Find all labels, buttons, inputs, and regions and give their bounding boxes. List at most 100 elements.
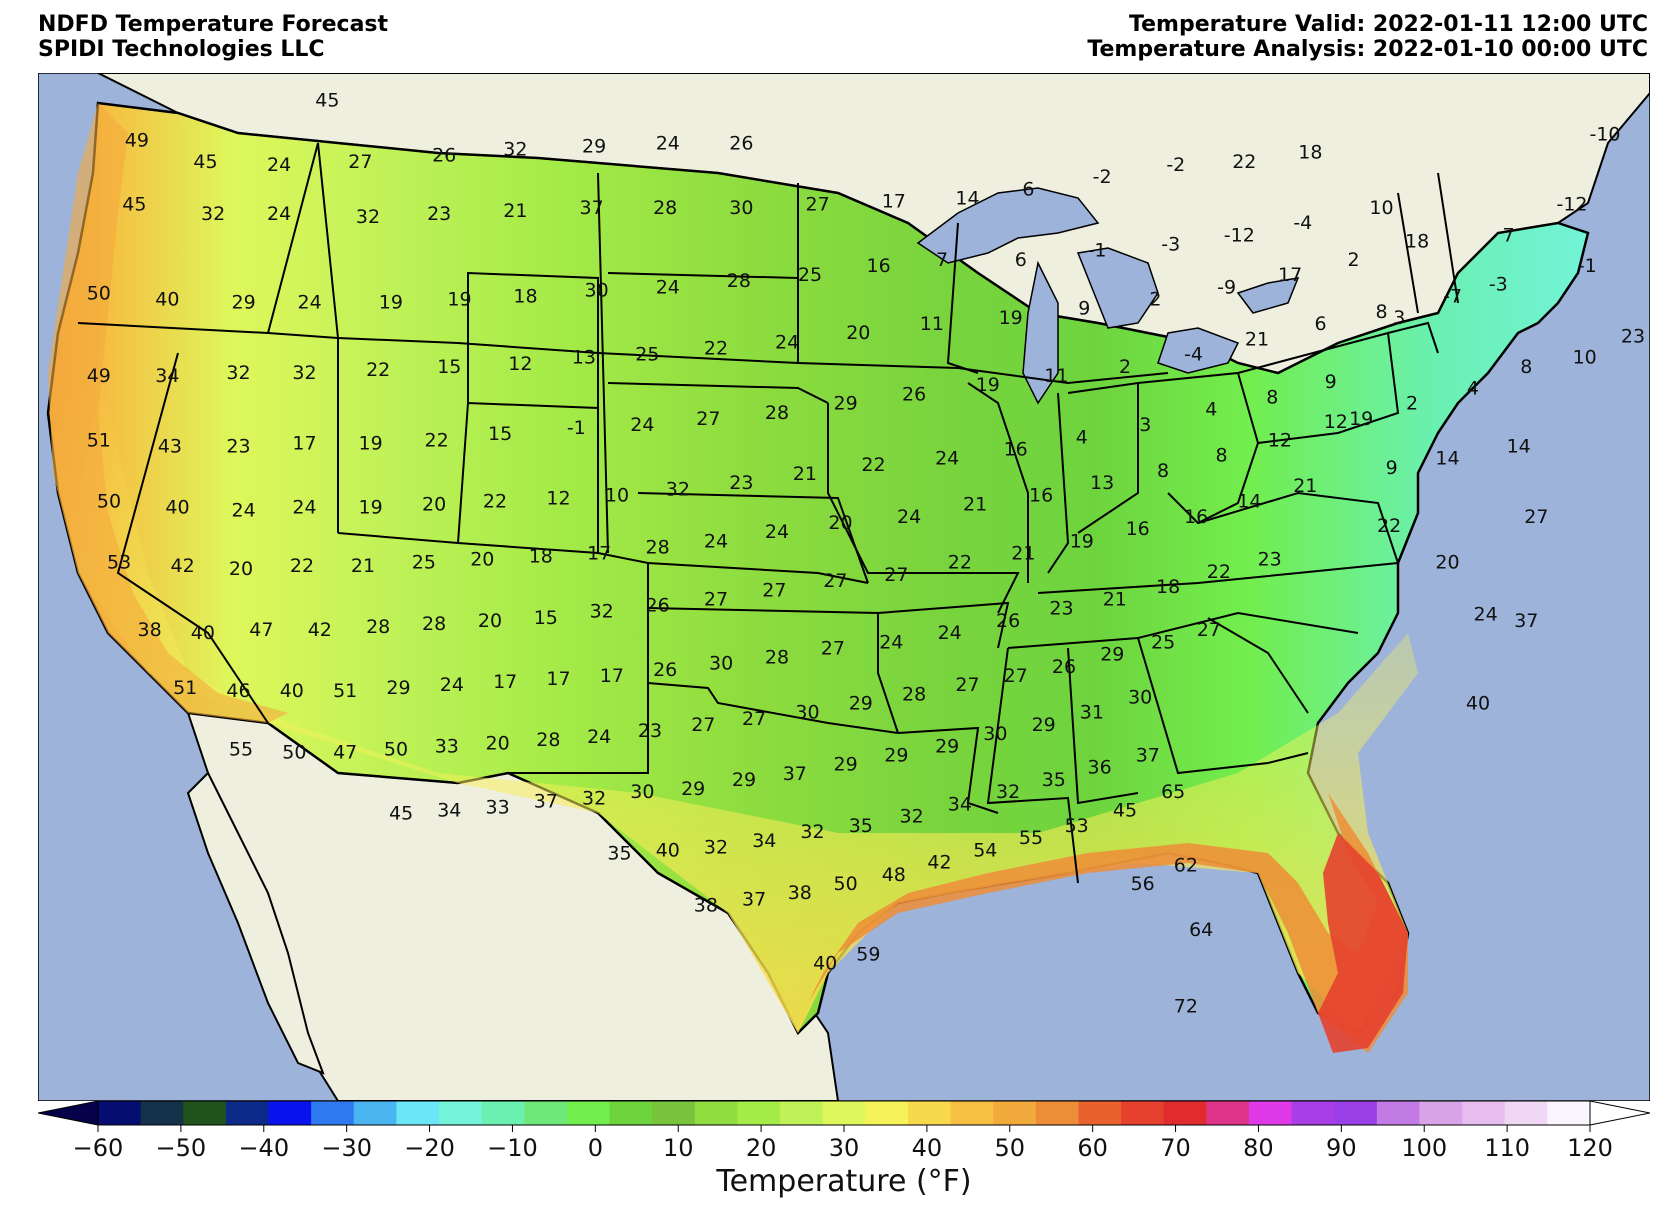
temp-label: 26 bbox=[432, 145, 456, 167]
temp-label: 30 bbox=[729, 197, 753, 219]
state-line bbox=[1437, 172, 1459, 304]
colorbar-tick-label: −10 bbox=[487, 1134, 538, 1162]
temp-label: 32 bbox=[201, 203, 225, 225]
colorbar-tick-label: 80 bbox=[1243, 1134, 1274, 1162]
temp-label: 8 bbox=[1266, 387, 1278, 409]
temp-label: 49 bbox=[125, 129, 149, 151]
temp-label: 9 bbox=[1078, 298, 1090, 320]
temp-label: -1 bbox=[1088, 240, 1107, 262]
temp-label: 26 bbox=[729, 133, 753, 155]
great-lakes bbox=[916, 187, 1300, 405]
temp-label: 24 bbox=[775, 331, 799, 353]
temp-label: 18 bbox=[1405, 230, 1429, 252]
temp-label: 51 bbox=[87, 429, 111, 451]
temp-label: 14 bbox=[1507, 435, 1531, 457]
temp-label: 17 bbox=[587, 543, 611, 565]
temp-label: 22 bbox=[1377, 515, 1401, 537]
temp-label: 28 bbox=[653, 197, 677, 219]
colorbar-bin bbox=[822, 1101, 866, 1125]
temp-label: 32 bbox=[292, 362, 316, 384]
temp-label: 28 bbox=[536, 729, 560, 751]
temp-label: 24 bbox=[656, 276, 680, 298]
temp-label: 29 bbox=[681, 778, 705, 800]
state-line bbox=[1397, 192, 1419, 314]
temp-label: 22 bbox=[1207, 561, 1231, 583]
temp-label: 42 bbox=[927, 852, 951, 874]
temp-label: 27 bbox=[696, 408, 720, 430]
temp-label: 27 bbox=[823, 570, 847, 592]
header-left: NDFD Temperature Forecast SPIDI Technolo… bbox=[38, 12, 388, 62]
temp-label: 50 bbox=[834, 873, 858, 895]
colorbar-bin bbox=[1376, 1101, 1421, 1125]
temp-label: 26 bbox=[653, 659, 677, 681]
temp-label: 56 bbox=[1131, 873, 1155, 895]
temp-label: 27 bbox=[1197, 619, 1221, 641]
temp-label: 18 bbox=[1298, 142, 1322, 164]
temp-label: -3 bbox=[1161, 234, 1180, 256]
temp-label: 47 bbox=[249, 619, 273, 641]
temp-label: 23 bbox=[638, 720, 662, 742]
baja-peninsula bbox=[186, 771, 325, 1075]
temp-label: 26 bbox=[902, 383, 926, 405]
temp-label: 34 bbox=[437, 800, 461, 822]
temp-label: 25 bbox=[798, 264, 822, 286]
florida-warm-core bbox=[1318, 833, 1408, 1053]
temp-label: 29 bbox=[1032, 714, 1056, 736]
state-line bbox=[1007, 611, 1359, 649]
colorbar-bin bbox=[524, 1101, 568, 1125]
temp-label: 9 bbox=[1325, 371, 1337, 393]
temp-label: 22 bbox=[366, 359, 390, 381]
temp-label: 35 bbox=[1042, 769, 1066, 791]
temp-label: 8 bbox=[1520, 356, 1532, 378]
colorbar-bin bbox=[183, 1101, 227, 1125]
temp-label: -4 bbox=[1184, 344, 1203, 366]
temp-label: 29 bbox=[582, 136, 606, 158]
temp-label: 62 bbox=[1174, 855, 1198, 877]
state-line bbox=[877, 601, 1010, 649]
state-line bbox=[1137, 637, 1309, 775]
state-line bbox=[986, 647, 1079, 884]
colorbar-bin bbox=[1121, 1101, 1165, 1125]
state-line bbox=[508, 563, 649, 774]
temp-label: 29 bbox=[935, 735, 959, 757]
state-line bbox=[1207, 617, 1309, 714]
temp-label: 27 bbox=[742, 708, 766, 730]
colorbar-bin bbox=[225, 1101, 270, 1125]
colorbar-tick-label: 70 bbox=[1160, 1134, 1191, 1162]
state-boundaries bbox=[77, 142, 1459, 884]
temp-label: 32 bbox=[356, 206, 380, 228]
colorbar-bin bbox=[1419, 1101, 1463, 1125]
state-line bbox=[1137, 371, 1260, 525]
temp-label: 37 bbox=[783, 763, 807, 785]
temp-label: 22 bbox=[1232, 151, 1256, 173]
temp-label: 45 bbox=[315, 90, 339, 112]
temp-label: -12 bbox=[1224, 224, 1255, 246]
temp-label: 23 bbox=[226, 435, 250, 457]
temp-label: 26 bbox=[1052, 656, 1076, 678]
temp-label: 16 bbox=[1126, 518, 1150, 540]
temp-label: -3 bbox=[1489, 273, 1508, 295]
colorbar-bin bbox=[1547, 1101, 1591, 1125]
temp-label: 6 bbox=[1015, 249, 1027, 271]
colorbar-tick-label: 0 bbox=[588, 1134, 603, 1162]
temp-label: 20 bbox=[828, 512, 852, 534]
temp-label: 28 bbox=[765, 647, 789, 669]
colorbar-tick-label: 110 bbox=[1484, 1134, 1530, 1162]
temp-label: 30 bbox=[795, 702, 819, 724]
gulf-coast-warm-band bbox=[808, 793, 1408, 1053]
temp-label: 2 bbox=[1406, 393, 1418, 415]
temp-label: 38 bbox=[138, 619, 162, 641]
temp-label: 46 bbox=[226, 680, 250, 702]
temp-label: 21 bbox=[793, 463, 817, 485]
state-line bbox=[1197, 491, 1399, 564]
temp-label: 28 bbox=[727, 270, 751, 292]
temp-label: 28 bbox=[902, 683, 926, 705]
temp-label: 24 bbox=[935, 448, 959, 470]
provider-name: SPIDI Technologies LLC bbox=[38, 37, 325, 62]
temp-label: 29 bbox=[849, 693, 873, 715]
temp-label: 20 bbox=[229, 558, 253, 580]
state-line bbox=[827, 403, 1020, 614]
temp-label: 37 bbox=[742, 888, 766, 910]
temp-label: 23 bbox=[729, 472, 753, 494]
temp-label: 32 bbox=[900, 806, 924, 828]
